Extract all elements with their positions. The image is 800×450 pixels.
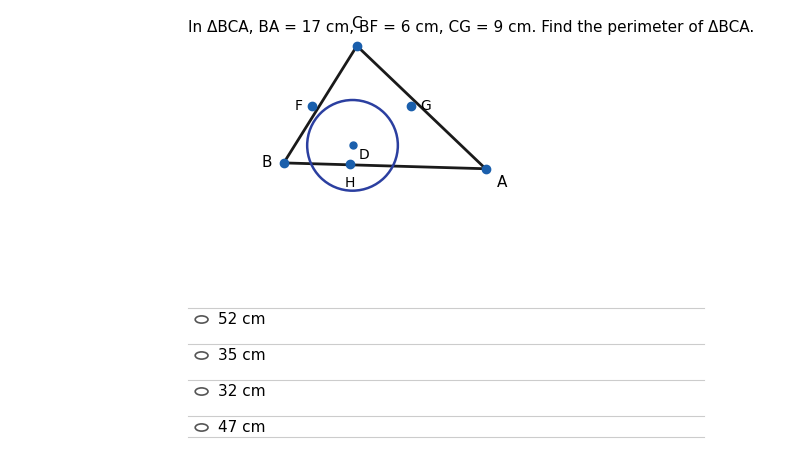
Text: 35 cm: 35 cm bbox=[218, 348, 266, 363]
Text: 52 cm: 52 cm bbox=[218, 312, 265, 327]
Text: G: G bbox=[420, 99, 430, 113]
Text: H: H bbox=[345, 176, 354, 190]
Text: In ΔBCA, BA = 17 cm, BF = 6 cm, CG = 9 cm. Find the perimeter of ΔBCA.: In ΔBCA, BA = 17 cm, BF = 6 cm, CG = 9 c… bbox=[188, 20, 754, 35]
Text: B: B bbox=[262, 155, 272, 171]
Text: 32 cm: 32 cm bbox=[218, 384, 266, 399]
Text: D: D bbox=[358, 148, 369, 162]
Text: 47 cm: 47 cm bbox=[218, 420, 265, 435]
Text: F: F bbox=[294, 99, 302, 113]
Text: C: C bbox=[351, 16, 362, 31]
Text: A: A bbox=[498, 175, 508, 189]
